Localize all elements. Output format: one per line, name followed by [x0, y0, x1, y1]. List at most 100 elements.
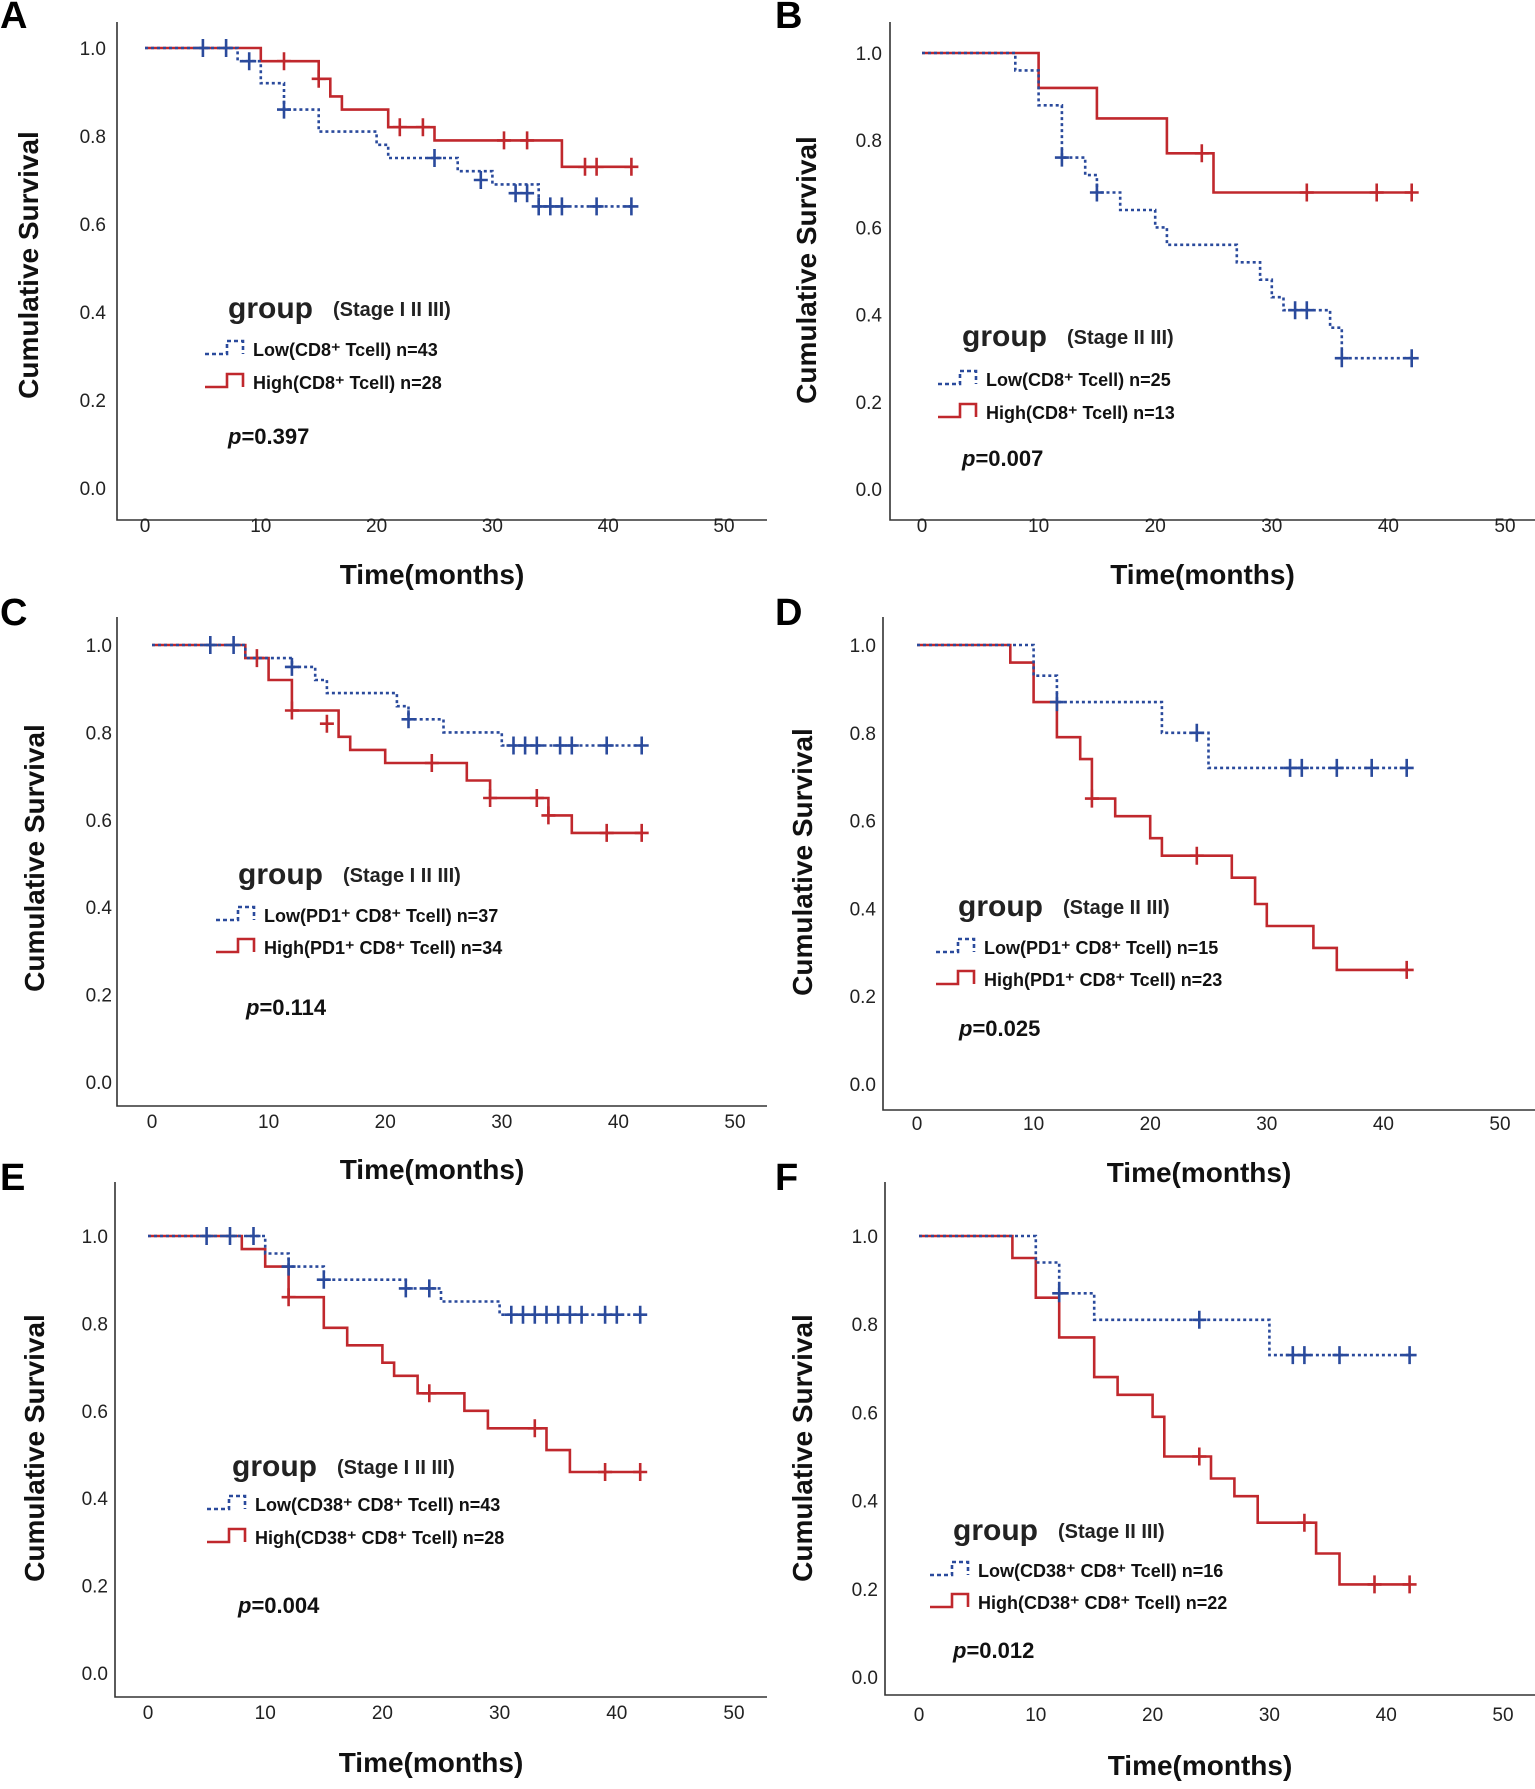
- x-tick-label: 0: [914, 1705, 925, 1726]
- censor-mark: [1049, 693, 1064, 712]
- x-tick-label: 50: [724, 1112, 745, 1133]
- survival-curve: [152, 643, 642, 835]
- panel-d: D 0 10 20 30 40 50 0.0 0.2 0.4 0.6 0.8 1.0 Time(month…: [775, 592, 1535, 1188]
- censor-mark: [398, 1279, 413, 1298]
- series-low: [152, 636, 649, 755]
- legend-subtitle: (Stage II III): [1063, 897, 1170, 919]
- x-tick-label: 40: [606, 1703, 627, 1724]
- x-tick-label: 50: [713, 516, 734, 537]
- survival-curve: [148, 1234, 641, 1316]
- censor-mark: [427, 149, 442, 167]
- censor-mark: [553, 736, 568, 755]
- censor-mark: [497, 131, 511, 150]
- x-tick-label: 0: [143, 1703, 154, 1724]
- censor-mark: [199, 1227, 214, 1245]
- censor-mark: [1402, 1575, 1417, 1594]
- x-tick-label: 10: [250, 516, 271, 537]
- censor-mark: [624, 197, 639, 216]
- panel-label: B: [775, 0, 802, 37]
- x-axis-label: Time(months): [339, 1747, 524, 1778]
- censor-mark: [1332, 1346, 1347, 1365]
- legend-low-label: Low(CD38⁺ CD8⁺ Tcell) n=16: [978, 1561, 1223, 1581]
- x-tick-label: 30: [1261, 516, 1282, 537]
- series-low: [919, 1234, 1417, 1365]
- censor-mark: [529, 736, 544, 755]
- y-tick-label: 0.8: [86, 723, 112, 744]
- censor-mark: [598, 1463, 613, 1481]
- y-tick-label: 0.2: [850, 987, 876, 1008]
- legend-high-symbol: [205, 372, 245, 389]
- y-tick-label: 0.4: [852, 1492, 879, 1513]
- y-tick-label: 0.8: [80, 127, 106, 148]
- censor-mark: [277, 52, 291, 71]
- censor-mark: [281, 1288, 296, 1307]
- censor-mark: [1089, 183, 1104, 202]
- legend-high-symbol: [938, 402, 978, 419]
- censor-mark: [1294, 758, 1309, 777]
- censor-mark: [634, 736, 649, 755]
- censor-mark: [1299, 183, 1314, 202]
- x-tick-label: 50: [1494, 516, 1515, 537]
- legend-high-label: High(CD8⁺ Tcell) n=28: [253, 373, 442, 393]
- censor-mark: [316, 1270, 331, 1289]
- censor-mark: [1189, 846, 1204, 865]
- axis-frame: [116, 617, 767, 1107]
- legend-high-label: High(CD38⁺ CD8⁺ Tcell) n=22: [978, 1593, 1227, 1613]
- censor-mark: [589, 197, 604, 216]
- censor-mark: [422, 1279, 437, 1298]
- censor-mark: [284, 657, 299, 676]
- x-tick-label: 0: [140, 516, 151, 537]
- y-tick-label: 1.0: [86, 636, 112, 657]
- x-tick-label: 10: [255, 1703, 276, 1724]
- y-tick-label: 0.6: [80, 215, 106, 236]
- x-tick-label: 30: [491, 1112, 512, 1133]
- legend-title: group: [962, 320, 1047, 353]
- x-tick-label: 10: [258, 1112, 279, 1133]
- x-tick-label: 30: [489, 1703, 510, 1724]
- y-tick-label: 0.8: [856, 131, 882, 152]
- censor-mark: [1367, 1575, 1382, 1594]
- legend-low-symbol: [938, 369, 978, 386]
- panel-a: A 0 10 20 30 40 50 0.0 0.2 0.4 0.6 0.8 1.0 Time(month…: [0, 0, 767, 590]
- survival-curve: [922, 51, 1412, 360]
- censor-mark: [1399, 960, 1414, 979]
- x-tick-label: 40: [1373, 1114, 1394, 1135]
- censor-mark: [599, 823, 614, 842]
- p-value: p=0.397: [227, 424, 309, 449]
- x-tick-label: 10: [1025, 1705, 1046, 1726]
- censor-mark: [1297, 1346, 1312, 1365]
- series-high: [922, 51, 1419, 202]
- censor-mark: [1334, 349, 1349, 368]
- censor-mark: [1297, 1513, 1312, 1532]
- censor-mark: [1369, 183, 1384, 202]
- survival-curve: [152, 643, 642, 747]
- censor-mark: [529, 789, 544, 807]
- censor-mark: [518, 736, 533, 755]
- legend-low-label: Low(CD38⁺ CD8⁺ Tcell) n=43: [255, 1495, 500, 1515]
- y-tick-label: 0.6: [852, 1403, 878, 1424]
- legend-low-symbol: [216, 905, 256, 922]
- series-low: [922, 51, 1419, 368]
- x-tick-label: 40: [608, 1112, 629, 1133]
- censor-mark: [541, 806, 556, 825]
- x-tick-label: 20: [366, 516, 387, 537]
- series-high: [919, 1234, 1417, 1594]
- censor-mark: [1192, 1447, 1207, 1466]
- y-tick-label: 0.8: [850, 724, 876, 745]
- x-tick-label: 30: [1259, 1705, 1280, 1726]
- y-tick-label: 0.2: [856, 393, 882, 414]
- censor-mark: [483, 789, 498, 807]
- y-tick-label: 0.6: [86, 811, 112, 832]
- y-tick-label: 0.8: [82, 1314, 108, 1335]
- x-tick-label: 20: [1145, 516, 1166, 537]
- censor-mark: [609, 1305, 624, 1324]
- legend: group (Stage I II III) Low(CD8⁺ Tcell) n=4…: [205, 292, 451, 393]
- legend-high-label: High(CD38⁺ CD8⁺ Tcell) n=28: [255, 1528, 504, 1548]
- censor-mark: [219, 39, 234, 57]
- legend-low-label: Low(CD8⁺ Tcell) n=25: [986, 370, 1171, 390]
- series-high: [152, 643, 649, 842]
- censor-mark: [401, 710, 416, 729]
- y-tick-label: 0.2: [80, 391, 106, 412]
- y-tick-label: 0.0: [856, 480, 882, 501]
- censor-mark: [319, 714, 334, 733]
